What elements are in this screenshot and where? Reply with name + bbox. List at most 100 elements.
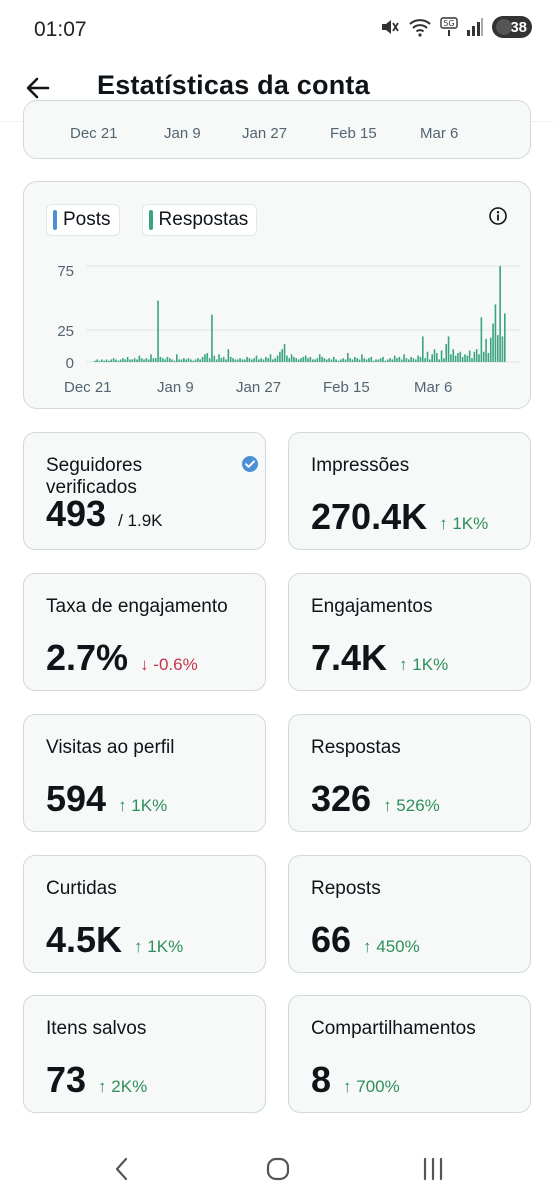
bar <box>487 353 490 362</box>
bar <box>440 350 443 362</box>
stat-card-impressoes[interactable]: Impressões 270.4K ↑ 1K% <box>288 432 531 550</box>
bar <box>229 356 232 362</box>
stat-delta: ↑ 1K% <box>118 796 168 815</box>
x-tick-label: Mar 6 <box>414 379 452 396</box>
bar <box>311 359 314 362</box>
bar <box>499 266 501 362</box>
status-icons: 5G 38 <box>378 16 532 38</box>
bar <box>354 356 356 362</box>
legend-item-posts[interactable]: Posts <box>46 204 120 236</box>
bar <box>103 360 105 362</box>
bar <box>122 358 124 362</box>
bar <box>414 359 417 362</box>
stat-card-compartilhamentos[interactable]: Compartilhamentos 8 ↑ 700% <box>288 995 531 1113</box>
bar <box>307 358 309 362</box>
bar <box>117 360 120 362</box>
nav-back-button[interactable] <box>102 1154 142 1184</box>
bar <box>295 358 298 362</box>
stat-card-curtidas[interactable]: Curtidas 4.5K ↑ 1K% <box>23 855 266 973</box>
bar-series-respostas <box>94 266 506 362</box>
stat-value: 326 <box>311 778 372 819</box>
bar <box>445 344 448 362</box>
bar <box>302 356 305 362</box>
bar <box>438 359 440 362</box>
stat-card-respostas[interactable]: Respostas 326 ↑ 526% <box>288 714 531 832</box>
bar <box>393 355 396 362</box>
bar <box>370 356 373 362</box>
bar <box>222 356 225 362</box>
back-button[interactable] <box>20 70 56 106</box>
stat-card-itens-salvos[interactable]: Itens salvos 73 ↑ 2K% <box>23 995 266 1113</box>
bar <box>466 355 469 362</box>
status-bar: 01:07 5G 38 <box>0 0 554 60</box>
bar <box>112 358 115 362</box>
bar <box>138 355 141 362</box>
bar <box>180 359 183 362</box>
bar <box>389 358 391 362</box>
bar <box>220 358 223 362</box>
bar <box>119 359 122 362</box>
bar <box>330 359 333 362</box>
stat-value: 2.7% <box>46 637 129 678</box>
bar <box>452 349 455 362</box>
stat-delta: ↑ 700% <box>343 1077 400 1096</box>
bar <box>105 359 108 362</box>
app-header: Estatísticas da conta <box>0 60 554 122</box>
stat-card-seguidores-verificados[interactable]: Seguidores verificados 493 / 1.9K <box>23 432 266 550</box>
stat-label: Reposts <box>311 878 381 899</box>
x-tick-label: Jan 9 <box>164 125 201 142</box>
bar <box>187 358 190 362</box>
x-tick-label: Dec 21 <box>70 125 118 142</box>
bar <box>171 359 173 362</box>
bar <box>157 300 159 362</box>
info-icon[interactable] <box>488 206 508 226</box>
bar <box>161 358 164 362</box>
bar <box>246 356 248 362</box>
bar <box>288 358 291 362</box>
bar <box>129 359 131 362</box>
chevron-left-icon <box>115 1157 128 1181</box>
bar <box>335 359 337 362</box>
bar <box>152 358 155 362</box>
stat-card-taxa-engajamento[interactable]: Taxa de engajamento 2.7% ↓ -0.6% <box>23 573 266 691</box>
stat-card-engajamentos[interactable]: Engajamentos 7.4K ↑ 1K% <box>288 573 531 691</box>
bar <box>143 359 145 362</box>
bar <box>304 355 307 362</box>
bar <box>489 337 492 362</box>
stat-card-reposts[interactable]: Reposts 66 ↑ 450% <box>288 855 531 973</box>
stat-label: Engajamentos <box>311 596 433 617</box>
bar <box>293 356 295 362</box>
bar <box>347 353 349 362</box>
nav-home-button[interactable] <box>258 1154 298 1184</box>
bar <box>234 359 237 362</box>
bar <box>215 359 218 362</box>
battery-level: 38 <box>510 18 527 36</box>
bar <box>253 358 255 362</box>
bar <box>375 359 377 362</box>
bar <box>473 351 476 362</box>
bar <box>258 359 260 362</box>
legend-item-respostas[interactable]: Respostas <box>141 204 258 236</box>
bar <box>98 360 101 362</box>
bar <box>178 359 180 362</box>
bar <box>124 359 127 362</box>
status-time: 01:07 <box>34 18 87 41</box>
stat-delta: ↑ 450% <box>363 937 420 956</box>
nav-recents-button[interactable] <box>413 1154 453 1184</box>
page-title: Estatísticas da conta <box>97 70 370 100</box>
bar <box>176 354 178 362</box>
activity-chart-card: Posts Respostas 75 25 0 Dec 21 Jan 9 Jan… <box>23 181 531 409</box>
bar <box>147 359 150 362</box>
stat-card-visitas-perfil[interactable]: Visitas ao perfil 594 ↑ 1K% <box>23 714 266 832</box>
bar <box>340 359 342 362</box>
top-chart-x-axis: Dec 21 Jan 9 Jan 27 Feb 15 Mar 6 <box>24 125 532 145</box>
bar <box>154 358 157 362</box>
bar <box>150 354 152 362</box>
x-tick-label: Jan 9 <box>157 379 194 396</box>
bar <box>342 358 344 362</box>
bar <box>478 354 480 362</box>
bar <box>422 336 424 362</box>
bar <box>356 358 358 362</box>
legend-swatch-posts <box>53 210 57 230</box>
bar <box>131 359 134 362</box>
